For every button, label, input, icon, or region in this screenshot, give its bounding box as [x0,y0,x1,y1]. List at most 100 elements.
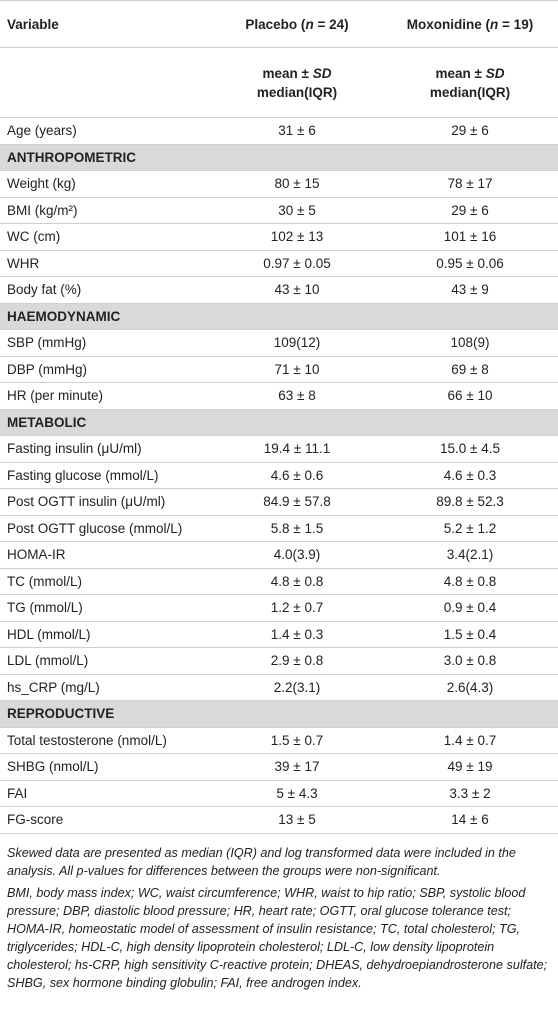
variable-cell: Post OGTT glucose (mmol/L) [7,520,183,536]
subheader-line: mean ± SD [212,64,382,83]
value-cell: 39 ± 17 [274,759,320,775]
data-row: WC (cm) 102 ± 13 101 ± 16 [0,224,558,251]
value-cell: 4.8 ± 0.8 [443,573,497,589]
value-cell: 1.5 ± 0.7 [270,732,324,748]
variable-cell: SBP (mmHg) [7,335,87,351]
value-cell: 2.6(4.3) [446,679,494,695]
variable-cell: hs_CRP (mg/L) [7,679,100,695]
value-cell: 3.4(2.1) [446,547,494,563]
variable-cell: Post OGTT insulin (μU/ml) [7,494,166,510]
section-row: METABOLIC [0,409,558,436]
data-row: Age (years) 31 ± 6 29 ± 6 [0,118,558,145]
value-cell: 1.4 ± 0.7 [443,732,497,748]
value-cell: 1.2 ± 0.7 [270,600,324,616]
value-cell: 4.6 ± 0.3 [443,467,497,483]
data-row: BMI (kg/m²) 30 ± 5 29 ± 6 [0,198,558,224]
value-cell: 78 ± 17 [447,176,493,192]
value-cell: 4.6 ± 0.6 [270,467,324,483]
value-cell: 89.8 ± 52.3 [436,494,504,510]
data-row: Post OGTT insulin (μU/ml) 84.9 ± 57.8 89.8… [0,489,558,516]
variable-cell: WHR [7,255,40,271]
value-cell: 63 ± 8 [278,388,316,404]
data-row: SHBG (nmol/L) 39 ± 17 49 ± 19 [0,754,558,781]
header-text: SD [312,65,332,81]
value-cell: 5.8 ± 1.5 [270,520,324,536]
header-text: = 19) [498,16,534,32]
variable-cell: FG-score [7,812,64,828]
section-row: REPRODUCTIVE [0,701,558,728]
data-row: Fasting insulin (μU/ml) 19.4 ± 11.1 15.0 ±… [0,436,558,463]
variable-cell: FAI [7,785,28,801]
subheader-line: median(IQR) [256,84,338,100]
value-cell: 30 ± 5 [278,202,316,218]
header-cell: Variable [7,16,59,32]
value-cell: 108(9) [450,335,490,351]
data-row: SBP (mmHg) 109(12) 108(9) [0,330,558,357]
variable-cell: Weight (kg) [7,176,76,192]
data-row: TC (mmol/L) 4.8 ± 0.8 4.8 ± 0.8 [0,569,558,595]
footnote: Skewed data are presented as median (IQR… [7,845,516,878]
value-cell: 43 ± 9 [451,282,489,298]
header-text: Moxonidine ( [406,16,491,32]
header-text: Placebo ( [245,16,306,32]
variable-cell: TC (mmol/L) [7,573,82,589]
data-row: Fasting glucose (mmol/L) 4.6 ± 0.6 4.6 ± 0… [0,463,558,489]
value-cell: 13 ± 5 [278,812,316,828]
value-cell: 5.2 ± 1.2 [443,520,497,536]
value-cell: 4.8 ± 0.8 [270,573,324,589]
data-row: Body fat (%) 43 ± 10 43 ± 9 [0,277,558,304]
header-text: n [305,16,314,32]
value-cell: 43 ± 10 [274,282,320,298]
variable-cell: SHBG (nmol/L) [7,759,99,775]
value-cell: 109(12) [273,335,321,351]
section-row: ANTHROPOMETRIC [0,144,558,171]
variable-cell: LDL (mmol/L) [7,653,89,669]
header-text: mean ± [435,65,486,81]
value-cell: 0.95 ± 0.06 [436,255,504,271]
value-cell: 1.4 ± 0.3 [270,626,324,642]
header-row: Variable Placebo (n = 24) Moxonidine (n = … [0,0,558,48]
table-page: Variable Placebo (n = 24) Moxonidine (n = … [0,0,558,992]
value-cell: 4.0(3.9) [273,547,321,563]
subheader-cell: mean ± SD median(IQR) [382,64,558,102]
header-text: mean ± [262,65,313,81]
value-cell: 5 ± 4.3 [276,785,318,801]
data-row: HOMA-IR 4.0(3.9) 3.4(2.1) [0,542,558,569]
value-cell: 19.4 ± 11.1 [263,441,331,457]
data-row: FAI 5 ± 4.3 3.3 ± 2 [0,781,558,807]
footnotes: Skewed data are presented as median (IQR… [0,834,558,992]
header-cell: Placebo (n = 24) [212,17,382,32]
data-row: Total testosterone (nmol/L) 1.5 ± 0.7 1.4 … [0,728,558,754]
value-cell: 66 ± 10 [447,388,493,404]
value-cell: 1.5 ± 0.4 [443,626,497,642]
value-cell: 71 ± 10 [274,361,320,377]
value-cell: 3.0 ± 0.8 [443,653,497,669]
data-row: LDL (mmol/L) 2.9 ± 0.8 3.0 ± 0.8 [0,648,558,675]
variable-cell: TG (mmol/L) [7,600,83,616]
variable-cell: Age (years) [7,123,77,139]
data-row: Post OGTT glucose (mmol/L) 5.8 ± 1.5 5.2 ±… [0,516,558,542]
value-cell: 29 ± 6 [451,202,489,218]
value-cell: 31 ± 6 [278,123,316,139]
data-row: DBP (mmHg) 71 ± 10 69 ± 8 [0,357,558,383]
value-cell: 80 ± 15 [274,176,320,192]
data-row: Weight (kg) 80 ± 15 78 ± 17 [0,171,558,198]
value-cell: 3.3 ± 2 [449,785,491,801]
header-text: = 24) [313,16,349,32]
header-text: n [490,16,499,32]
value-cell: 49 ± 19 [447,759,493,775]
section-row: HAEMODYNAMIC [0,303,558,330]
subheader-line: mean ± SD [382,64,558,83]
variable-cell: BMI (kg/m²) [7,202,78,218]
value-cell: 14 ± 6 [451,812,489,828]
value-cell: 2.9 ± 0.8 [270,653,324,669]
table: Variable Placebo (n = 24) Moxonidine (n = … [0,0,558,834]
subheader-line: median(IQR) [429,84,511,100]
value-cell: 84.9 ± 57.8 [263,494,331,510]
variable-cell: Fasting glucose (mmol/L) [7,467,159,483]
value-cell: 101 ± 16 [443,229,497,245]
variable-cell: Total testosterone (nmol/L) [7,732,167,748]
variable-cell: HR (per minute) [7,388,104,404]
variable-cell: HDL (mmol/L) [7,626,91,642]
value-cell: 69 ± 8 [451,361,489,377]
